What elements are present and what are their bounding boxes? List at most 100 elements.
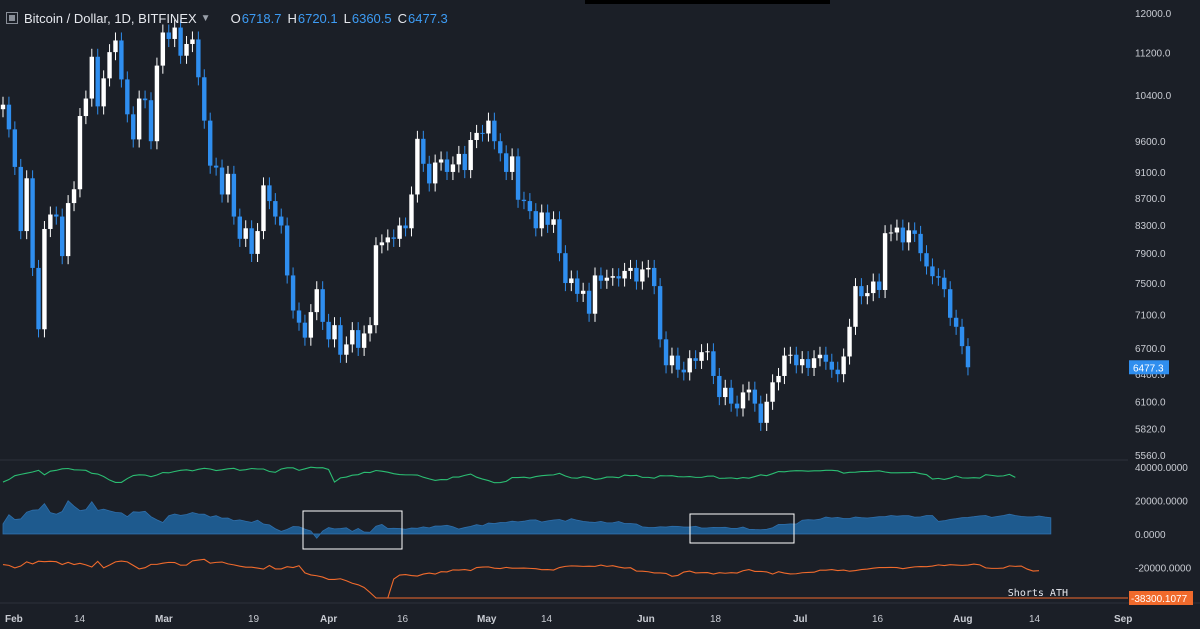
time-axis-label: Apr (320, 614, 337, 625)
candle-body (296, 310, 302, 323)
time-axis-label: May (477, 614, 497, 625)
candle-body (882, 233, 888, 290)
candle-body (409, 194, 414, 229)
symbol-title[interactable]: Bitcoin / Dollar, 1D, BITFINEX (24, 10, 197, 26)
candle-body (42, 228, 47, 330)
candle-body (888, 232, 894, 234)
highlight-box (689, 513, 795, 544)
candle-body (344, 344, 349, 355)
candle-body (515, 156, 521, 200)
candle-body (876, 281, 882, 290)
highlight-box (302, 510, 403, 550)
candle-body (918, 233, 923, 254)
candle-body (202, 77, 207, 121)
candle-body (930, 266, 935, 277)
candle-body (563, 253, 568, 284)
candle-body (551, 219, 556, 225)
candle-body (622, 270, 627, 279)
candle-body (770, 382, 775, 402)
time-axis-label: 14 (74, 614, 86, 625)
price-axis-label: 12000.0 (1135, 9, 1172, 20)
candle-body (539, 212, 544, 229)
candle-body (243, 228, 248, 239)
indicator-axis-label: -20000.0000 (1135, 563, 1192, 574)
candle-body (190, 39, 195, 44)
candle-body (959, 326, 965, 347)
candle-body (788, 354, 793, 356)
candle-body (308, 312, 314, 338)
candle-body (681, 369, 686, 373)
candle-body (663, 339, 669, 366)
candle-body (592, 275, 598, 314)
candle-body (758, 403, 763, 423)
candle-body (237, 216, 242, 239)
time-axis-label: Mar (155, 614, 173, 625)
candle-body (279, 216, 284, 226)
time-axis-label: 16 (397, 614, 409, 625)
candle-body (652, 267, 657, 287)
candle-body (71, 189, 77, 204)
price-axis-label: 6700.0 (1135, 344, 1166, 355)
candle-body (427, 163, 432, 184)
candle-body (468, 140, 473, 171)
candle-body (60, 216, 65, 257)
candle-body (835, 369, 840, 375)
candle-body (805, 359, 811, 368)
candle-body (65, 203, 71, 257)
candle-body (723, 387, 728, 398)
candle-body (142, 98, 148, 101)
candle-body (800, 359, 805, 366)
candle-body (397, 225, 402, 239)
candle-body (521, 199, 527, 202)
candle-body (936, 276, 941, 278)
candle-body (480, 132, 485, 134)
candle-body (415, 138, 420, 195)
net-position-area (2, 500, 1052, 539)
candle-body (948, 289, 953, 318)
candle-body (367, 325, 373, 334)
candle-body (403, 225, 408, 229)
shorts-ath-value: -38300.1077 (1131, 594, 1188, 605)
candle-body (569, 278, 574, 284)
candle-body (616, 276, 621, 279)
chart-collapse-icon[interactable] (6, 12, 18, 24)
candle-body (314, 289, 319, 313)
shorts-ath-annotation: Shorts ATH (1007, 588, 1068, 599)
candle-body (942, 277, 947, 290)
candle-body (610, 276, 615, 278)
candle-body (817, 354, 823, 359)
candle-body (509, 156, 515, 172)
time-axis-label: 19 (248, 614, 260, 625)
last-price-tag (1129, 360, 1169, 375)
candle-body (320, 289, 325, 322)
candle-body (823, 354, 829, 362)
candle-body (225, 173, 231, 195)
candle-body (450, 164, 456, 172)
candle-body (586, 290, 592, 314)
candle-body (0, 104, 6, 110)
candle-body (646, 267, 651, 270)
candle-body (811, 358, 817, 368)
candle-body (385, 237, 390, 243)
symbol-header: Bitcoin / Dollar, 1D, BITFINEX ▼ O 6718.7… (6, 9, 448, 27)
candle-body (219, 167, 225, 195)
price-axis-label: 11200.0 (1135, 49, 1171, 60)
price-axis-label: 8300.0 (1135, 221, 1166, 232)
candle-body (196, 39, 201, 78)
candle-body (456, 153, 462, 165)
candle-body (687, 358, 692, 373)
candle-body (728, 387, 734, 404)
candle-body (101, 78, 106, 107)
candle-body (332, 325, 337, 340)
chevron-down-icon[interactable]: ▼ (200, 12, 211, 24)
candle-body (213, 165, 219, 168)
candle-body (498, 141, 503, 154)
candle-body (356, 330, 361, 348)
price-axis-label: 6400.0 (1135, 370, 1166, 381)
price-axis-label: 9100.0 (1135, 168, 1166, 179)
candle-body (160, 32, 166, 66)
candle-body (284, 225, 290, 276)
candle-body (734, 403, 740, 409)
candle-body (95, 56, 100, 107)
